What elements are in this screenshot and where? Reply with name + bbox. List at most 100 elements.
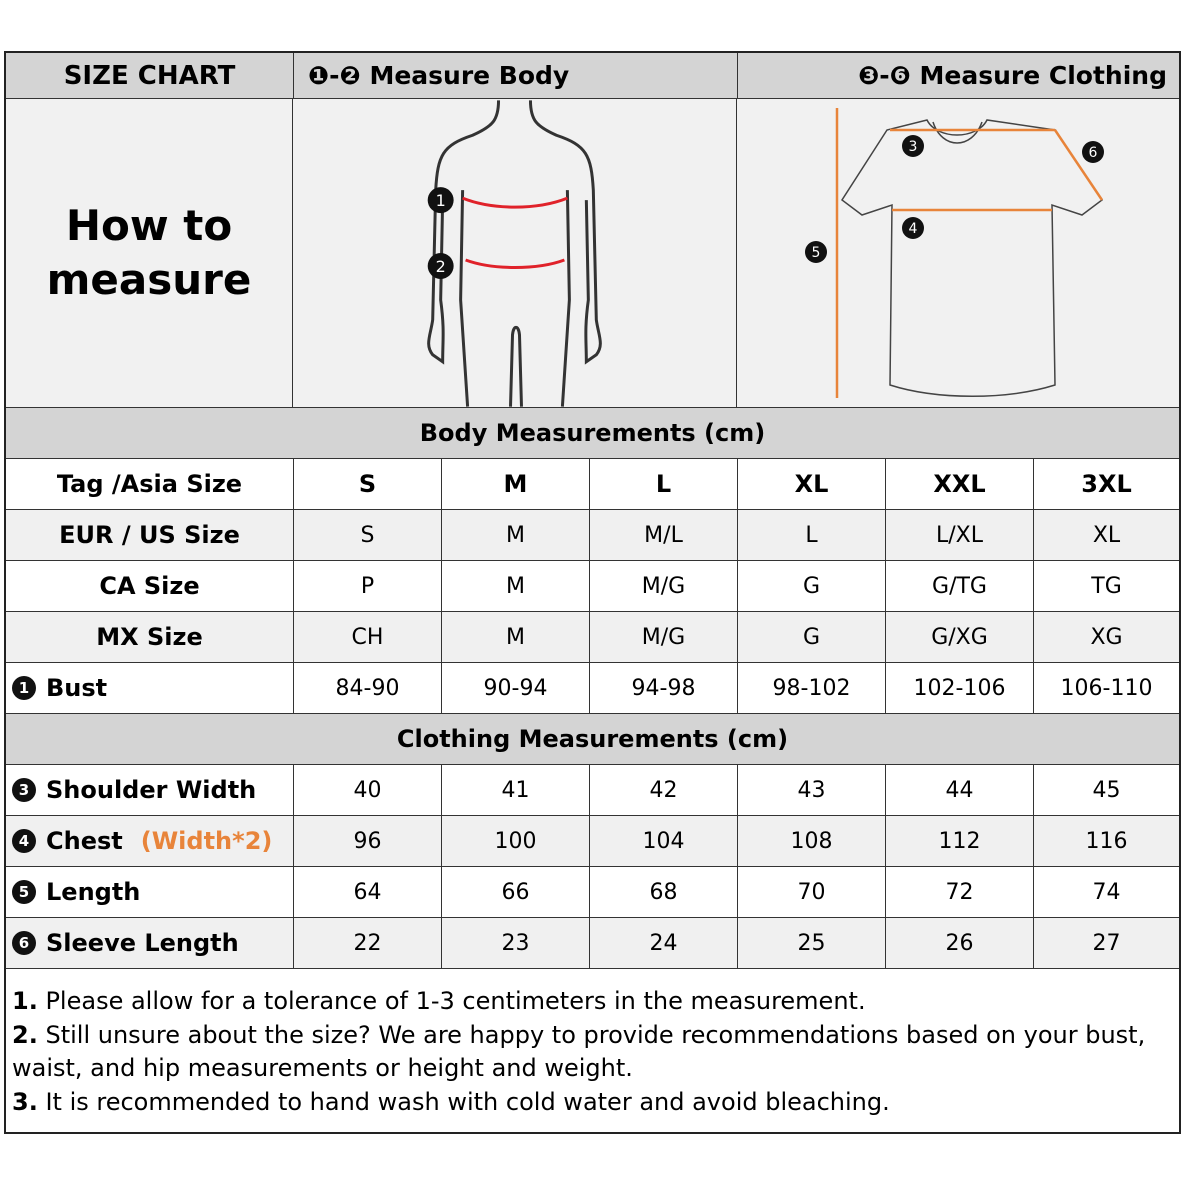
- table-row: MX Size CH M M/G G G/XG XG: [6, 612, 1179, 663]
- value-cell: 104: [590, 816, 738, 866]
- row-label: EUR / US Size: [6, 510, 294, 560]
- row-label-text: Length: [46, 878, 141, 906]
- body-section-header: Body Measurements (cm): [6, 408, 1179, 459]
- value-cell: L/XL: [886, 510, 1034, 560]
- shirt-label-6: 6: [1089, 145, 1098, 161]
- value-cell: 100: [442, 816, 590, 866]
- measure-clothing-heading: ❸-❻ Measure Clothing: [738, 53, 1179, 98]
- value-cell: 44: [886, 765, 1034, 815]
- table-row: 5 Length 64 66 68 70 72 74: [6, 867, 1179, 918]
- value-cell: CH: [294, 612, 442, 662]
- chest-note: (Width*2): [140, 827, 273, 855]
- value-cell: 42: [590, 765, 738, 815]
- measure-clothing-label: Measure Clothing: [919, 61, 1167, 90]
- value-cell: 68: [590, 867, 738, 917]
- figure-row: How to measure 1 2: [6, 99, 1179, 408]
- row-label: CA Size: [6, 561, 294, 611]
- value-cell: 84-90: [294, 663, 442, 713]
- value-cell: 27: [1092, 930, 1121, 956]
- row-label: Tag /Asia Size: [6, 459, 294, 509]
- notes: 1. Please allow for a tolerance of 1-3 c…: [6, 969, 1179, 1132]
- how-to-line-1: How to: [65, 201, 233, 250]
- value-cell: 24: [590, 918, 738, 968]
- number-badge-icon: 3: [12, 778, 36, 802]
- value-cell: 64: [294, 867, 442, 917]
- body-numbers: ❶-❷: [308, 61, 361, 90]
- note-2: 2. Still unsure about the size? We are h…: [12, 1020, 1146, 1083]
- row-label: 4 Chest (Width*2): [6, 816, 294, 866]
- value-cell: M: [442, 459, 590, 509]
- header-row: SIZE CHART ❶-❷ Measure Body ❸-❻ Measure …: [6, 53, 1179, 99]
- value-cell: L: [738, 510, 886, 560]
- row-label: 3 Shoulder Width: [6, 765, 294, 815]
- number-badge-icon: 4: [12, 829, 36, 853]
- measure-body-heading: ❶-❷ Measure Body: [294, 53, 738, 98]
- value-cell: 22: [294, 918, 442, 968]
- size-chart-table: SIZE CHART ❶-❷ Measure Body ❸-❻ Measure …: [4, 51, 1181, 1134]
- row-label-text: Bust: [46, 674, 108, 702]
- value-cell: XL: [1092, 522, 1121, 548]
- value-cell: 26: [886, 918, 1034, 968]
- table-row: CA Size P M M/G G G/TG TG: [6, 561, 1179, 612]
- table-row: EUR / US Size S M M/L L L/XL XL: [6, 510, 1179, 561]
- value-cell: 23: [442, 918, 590, 968]
- clothing-section-header: Clothing Measurements (cm): [6, 714, 1179, 765]
- number-badge-icon: 6: [12, 931, 36, 955]
- value-cell: 106-110: [1060, 675, 1153, 701]
- value-cell: 70: [738, 867, 886, 917]
- value-cell: 66: [442, 867, 590, 917]
- value-cell: G: [738, 612, 886, 662]
- row-label-text: Chest: [46, 827, 123, 855]
- number-badge-icon: 1: [12, 676, 36, 700]
- value-cell: S: [294, 510, 442, 560]
- shirt-label-5: 5: [812, 245, 821, 261]
- value-cell: 98-102: [738, 663, 886, 713]
- value-cell: 102-106: [886, 663, 1034, 713]
- number-badge-icon: 5: [12, 880, 36, 904]
- body-diagram: 1 2: [293, 99, 737, 407]
- value-cell: M: [442, 561, 590, 611]
- note-1: 1. Please allow for a tolerance of 1-3 c…: [12, 987, 866, 1015]
- value-cell: 96: [294, 816, 442, 866]
- table-row: 6 Sleeve Length 22 23 24 25 26 27: [6, 918, 1179, 969]
- value-cell: 116: [1085, 828, 1128, 854]
- row-label: 5 Length: [6, 867, 294, 917]
- clothing-numbers: ❸-❻: [858, 61, 911, 90]
- value-cell: G: [738, 561, 886, 611]
- value-cell: 90-94: [442, 663, 590, 713]
- size-rows: Tag /Asia Size S M L XL XXL 3XL EUR / US Size S M…: [6, 459, 1179, 714]
- measure-body-label: Measure Body: [369, 61, 570, 90]
- row-label-text: CA Size: [99, 572, 200, 600]
- body-figure-icon: 1 2: [427, 99, 602, 407]
- row-label: MX Size: [6, 612, 294, 662]
- value-cell: 41: [442, 765, 590, 815]
- body-label-1: 1: [436, 191, 446, 210]
- note-3: 3. It is recommended to hand wash with c…: [12, 1087, 890, 1116]
- value-cell: XG: [1090, 624, 1123, 650]
- value-cell: 74: [1092, 879, 1121, 905]
- value-cell: S: [294, 459, 442, 509]
- row-label-text: Shoulder Width: [46, 776, 257, 804]
- body-section-title: Body Measurements (cm): [6, 408, 1179, 458]
- row-label-text: Tag /Asia Size: [56, 470, 243, 498]
- value-cell: G/TG: [886, 561, 1034, 611]
- body-label-2: 2: [436, 256, 446, 275]
- size-chart-title: SIZE CHART: [6, 53, 294, 98]
- value-cell: M/L: [590, 510, 738, 560]
- value-cell: 25: [738, 918, 886, 968]
- row-label: 1 Bust: [6, 663, 294, 713]
- shirt-label-4: 4: [909, 221, 918, 237]
- row-label-text: EUR / US Size: [59, 521, 240, 549]
- value-cell: 40: [294, 765, 442, 815]
- row-label-text: Sleeve Length: [46, 929, 239, 957]
- tshirt-figure-icon: 3 4 5 6: [805, 107, 1104, 398]
- value-cell: 72: [886, 867, 1034, 917]
- value-cell: 112: [886, 816, 1034, 866]
- value-cell: 94-98: [590, 663, 738, 713]
- value-cell: M: [442, 612, 590, 662]
- value-cell: TG: [1091, 573, 1122, 599]
- value-cell: L: [590, 459, 738, 509]
- shirt-label-3: 3: [909, 139, 918, 155]
- value-cell: XXL: [886, 459, 1034, 509]
- value-cell: M/G: [590, 561, 738, 611]
